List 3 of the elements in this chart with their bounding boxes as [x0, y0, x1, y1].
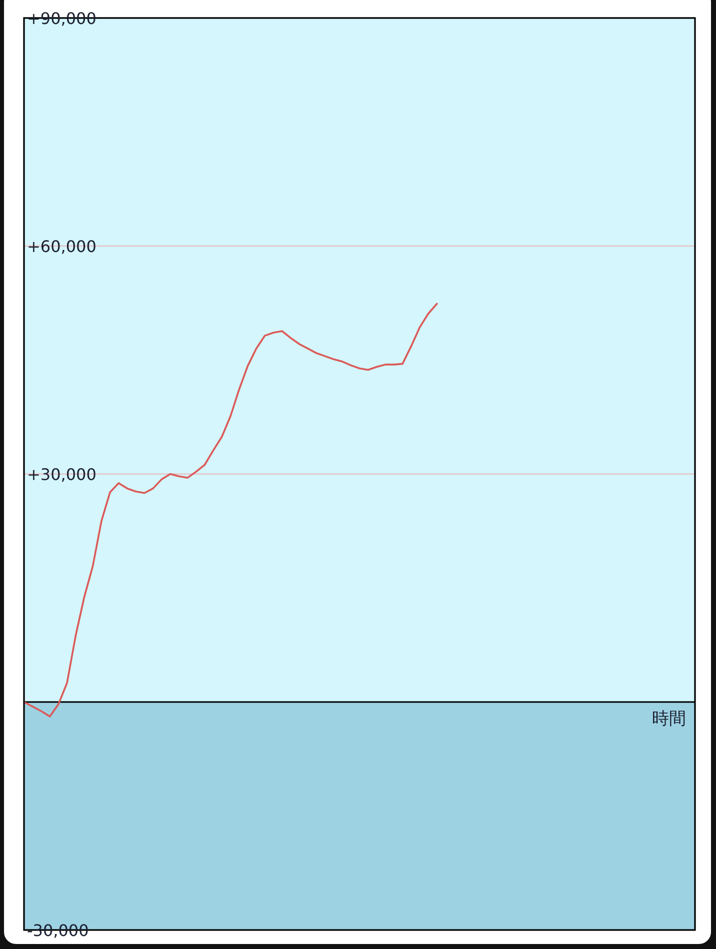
- y-tick-label: +30,000: [27, 465, 96, 484]
- y-tick-label: +60,000: [27, 237, 96, 256]
- x-axis-title: 時間: [652, 709, 686, 729]
